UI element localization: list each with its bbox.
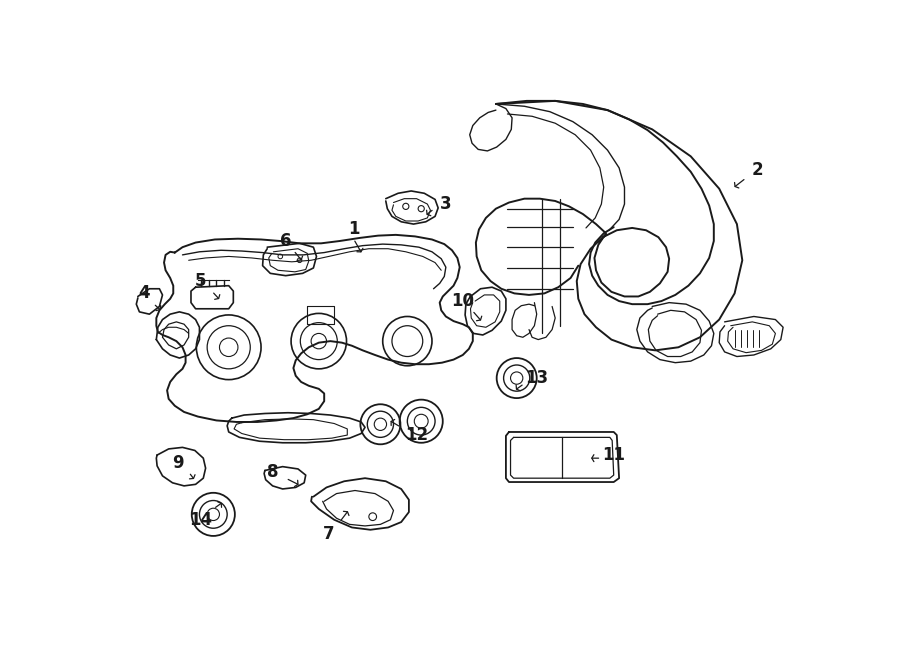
Text: 11: 11 <box>602 446 626 464</box>
Text: 14: 14 <box>189 511 212 529</box>
Text: 1: 1 <box>347 221 359 239</box>
Text: 8: 8 <box>267 463 278 481</box>
Text: 9: 9 <box>172 454 184 472</box>
Text: 7: 7 <box>323 525 335 543</box>
Text: 10: 10 <box>451 292 474 310</box>
Text: 12: 12 <box>405 426 428 444</box>
Text: 3: 3 <box>440 195 452 213</box>
Text: 13: 13 <box>525 369 548 387</box>
Text: 2: 2 <box>752 161 763 179</box>
Text: 4: 4 <box>139 284 149 302</box>
Text: 6: 6 <box>280 232 292 250</box>
Text: 5: 5 <box>195 272 207 290</box>
